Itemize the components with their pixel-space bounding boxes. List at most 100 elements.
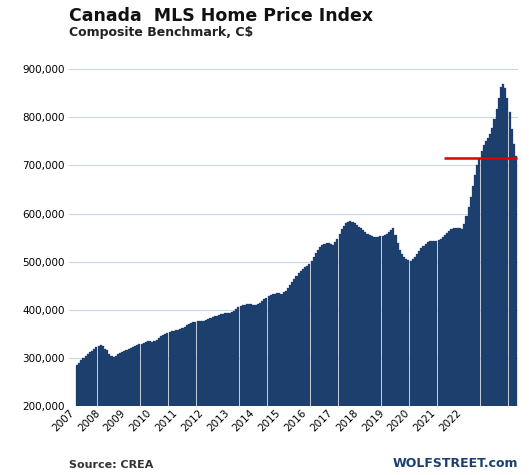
Bar (343, 226, 345, 475)
Bar (409, 261, 412, 475)
Bar (345, 223, 347, 475)
Bar (235, 309, 238, 475)
Bar (332, 245, 334, 475)
Bar (199, 321, 200, 475)
Bar (280, 294, 282, 475)
Bar (489, 134, 491, 475)
Bar (130, 348, 132, 475)
Bar (263, 299, 266, 475)
Bar (504, 88, 506, 475)
Bar (435, 241, 437, 475)
Bar (399, 250, 401, 475)
Bar (485, 141, 487, 475)
Bar (224, 313, 226, 475)
Bar (300, 271, 302, 475)
Bar (270, 295, 272, 475)
Bar (238, 307, 240, 475)
Bar (500, 87, 502, 475)
Bar (334, 242, 336, 475)
Bar (326, 243, 327, 475)
Bar (360, 228, 362, 475)
Bar (190, 323, 192, 475)
Bar (250, 304, 252, 475)
Bar (156, 340, 158, 475)
Bar (282, 293, 285, 475)
Bar (119, 353, 121, 475)
Bar (386, 234, 388, 475)
Bar (313, 257, 315, 475)
Bar (364, 232, 367, 475)
Bar (143, 342, 145, 475)
Bar (222, 314, 224, 475)
Bar (97, 346, 99, 475)
Bar (321, 245, 323, 475)
Bar (147, 341, 149, 475)
Bar (285, 291, 287, 475)
Bar (108, 354, 111, 475)
Bar (162, 335, 164, 475)
Bar (397, 243, 399, 475)
Bar (95, 347, 97, 475)
Bar (448, 231, 450, 475)
Bar (113, 357, 115, 475)
Text: Composite Benchmark, C$: Composite Benchmark, C$ (69, 26, 253, 39)
Bar (470, 197, 472, 475)
Bar (218, 314, 220, 475)
Bar (437, 240, 440, 475)
Bar (455, 228, 457, 475)
Bar (93, 349, 95, 475)
Bar (115, 356, 117, 475)
Bar (209, 318, 212, 475)
Bar (431, 241, 433, 475)
Bar (487, 138, 489, 475)
Bar (494, 119, 496, 475)
Bar (390, 230, 393, 475)
Bar (450, 229, 452, 475)
Bar (311, 261, 313, 475)
Bar (298, 273, 300, 475)
Bar (167, 333, 168, 475)
Bar (429, 241, 431, 475)
Text: WOLFSTREET.com: WOLFSTREET.com (393, 457, 518, 470)
Bar (87, 354, 89, 475)
Bar (291, 282, 293, 475)
Bar (472, 186, 474, 475)
Bar (276, 294, 278, 475)
Bar (427, 242, 429, 475)
Bar (278, 294, 280, 475)
Bar (496, 109, 498, 475)
Bar (466, 216, 468, 475)
Bar (373, 237, 375, 475)
Bar (205, 321, 207, 475)
Bar (216, 315, 218, 475)
Bar (498, 98, 500, 475)
Bar (171, 331, 173, 475)
Bar (181, 328, 184, 475)
Bar (123, 351, 125, 475)
Bar (491, 128, 494, 475)
Bar (425, 244, 427, 475)
Bar (91, 351, 93, 475)
Bar (339, 234, 341, 475)
Bar (259, 303, 261, 475)
Bar (328, 243, 330, 475)
Bar (476, 165, 478, 475)
Bar (272, 294, 274, 475)
Bar (319, 247, 321, 475)
Bar (125, 350, 127, 475)
Bar (111, 356, 113, 475)
Bar (89, 352, 91, 475)
Bar (212, 317, 214, 475)
Bar (175, 330, 177, 475)
Bar (433, 241, 435, 475)
Bar (502, 85, 504, 475)
Bar (106, 350, 108, 475)
Bar (99, 345, 102, 475)
Bar (330, 244, 332, 475)
Bar (306, 266, 308, 475)
Bar (203, 321, 205, 475)
Bar (418, 251, 420, 475)
Bar (358, 227, 360, 475)
Bar (102, 346, 104, 475)
Bar (153, 341, 156, 475)
